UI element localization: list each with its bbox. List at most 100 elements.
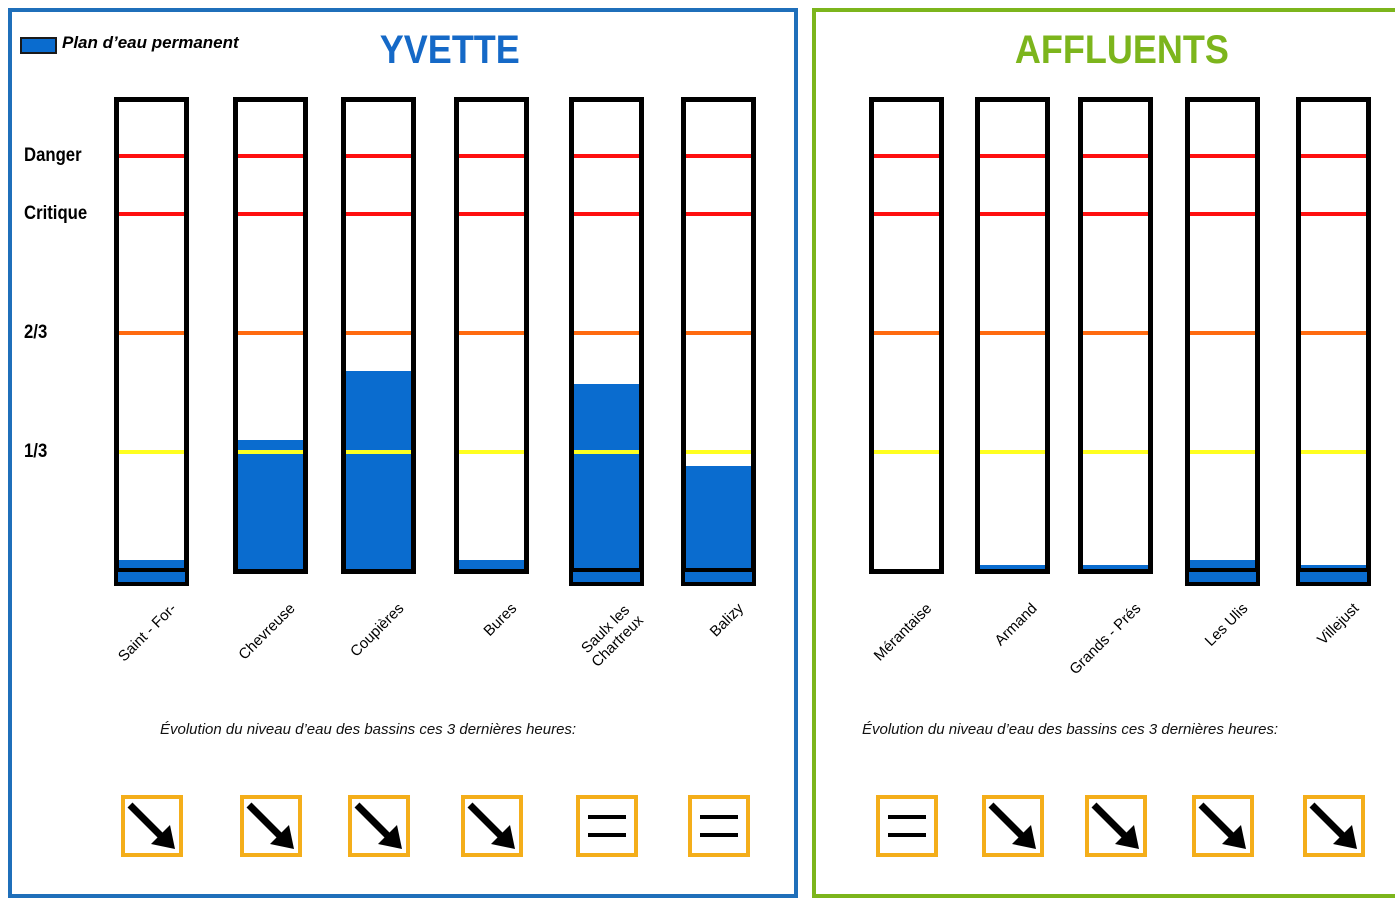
- critique-line: [235, 212, 306, 216]
- danger-line: [235, 154, 306, 158]
- basin-balizy: [681, 97, 756, 586]
- trend-saulx-les-chartreux: [575, 795, 638, 857]
- trend-les-ulis: [1191, 795, 1254, 857]
- danger-line: [977, 154, 1048, 158]
- legend-swatch: [20, 37, 57, 54]
- trend-chevreuse: [239, 795, 302, 857]
- one-third-line: [1080, 450, 1151, 454]
- one-third-line: [977, 450, 1048, 454]
- arrow-down-right-icon: [1198, 802, 1246, 849]
- two-thirds-line: [456, 331, 527, 335]
- water-level-fill: [1190, 560, 1255, 569]
- water-level-fill: [686, 465, 751, 569]
- basin-frame: [1078, 97, 1153, 574]
- basin-frame: [1296, 97, 1371, 574]
- permanent-pool: [681, 568, 756, 586]
- arrow-down-right-icon: [1309, 802, 1357, 849]
- affluents-trend-caption: Évolution du niveau d’eau des bassins ce…: [862, 721, 1279, 738]
- one-third-line: [683, 450, 754, 454]
- trend-armand: [981, 795, 1044, 857]
- permanent-pool: [114, 568, 189, 586]
- arrow-down-right-icon: [1091, 802, 1139, 849]
- level-label-critique: Critique: [24, 203, 88, 224]
- critique-line: [456, 212, 527, 216]
- critique-line: [683, 212, 754, 216]
- danger-line: [571, 154, 642, 158]
- one-third-line: [1187, 450, 1258, 454]
- basin-saint-for: [114, 97, 189, 586]
- one-third-line: [571, 450, 642, 454]
- one-third-line: [235, 450, 306, 454]
- basin-frame: [1185, 97, 1260, 574]
- one-third-line: [871, 450, 942, 454]
- water-level-fill: [238, 440, 303, 569]
- critique-line: [116, 212, 187, 216]
- two-thirds-line: [116, 331, 187, 335]
- critique-line: [1187, 212, 1258, 216]
- one-third-line: [1298, 450, 1369, 454]
- basin-frame: [233, 97, 308, 574]
- two-thirds-line: [235, 331, 306, 335]
- two-thirds-line: [871, 331, 942, 335]
- trend-saint-for: [120, 795, 183, 857]
- permanent-pool: [569, 568, 644, 586]
- two-thirds-line: [571, 331, 642, 335]
- arrow-down-right-icon: [467, 802, 515, 849]
- basin-frame: [341, 97, 416, 574]
- basin-grands-pres: [1078, 97, 1153, 574]
- level-label-one-third: 1/3: [24, 441, 48, 462]
- basin-villejust: [1296, 97, 1371, 586]
- two-thirds-line: [1187, 331, 1258, 335]
- danger-line: [116, 154, 187, 158]
- arrow-down-right-icon: [246, 802, 294, 849]
- water-level-fill: [980, 564, 1045, 569]
- danger-line: [871, 154, 942, 158]
- equals-icon: [887, 815, 926, 837]
- water-level-fill: [1083, 564, 1148, 569]
- permanent-pool: [1296, 568, 1371, 586]
- danger-line: [1080, 154, 1151, 158]
- two-thirds-line: [1080, 331, 1151, 335]
- trend-balizy: [687, 795, 750, 857]
- basin-armand: [975, 97, 1050, 574]
- equals-icon: [699, 815, 738, 837]
- level-label-danger: Danger: [24, 145, 82, 166]
- basin-les-ulis: [1185, 97, 1260, 586]
- basin-frame: [114, 97, 189, 574]
- yvette-trend-caption: Évolution du niveau d’eau des bassins ce…: [160, 721, 577, 738]
- water-level-fill: [574, 384, 639, 569]
- water-level-fill: [119, 560, 184, 569]
- critique-line: [1298, 212, 1369, 216]
- trend-villejust: [1302, 795, 1365, 857]
- basin-frame: [681, 97, 756, 574]
- affluents-title: AFFLUENTS: [1014, 28, 1229, 72]
- one-third-line: [116, 450, 187, 454]
- arrow-down-right-icon: [988, 802, 1036, 849]
- legend-label: Plan d’eau permanent: [62, 33, 239, 52]
- basin-saulx-les-chartreux: [569, 97, 644, 586]
- equals-icon: [587, 815, 626, 837]
- arrow-down-right-icon: [127, 802, 175, 849]
- critique-line: [1080, 212, 1151, 216]
- two-thirds-line: [1298, 331, 1369, 335]
- trend-merantaise: [875, 795, 938, 857]
- basin-merantaise: [869, 97, 944, 574]
- water-level-fill: [346, 371, 411, 569]
- trend-grands-pres: [1084, 795, 1147, 857]
- permanent-pool: [1185, 568, 1260, 586]
- basin-chevreuse: [233, 97, 308, 574]
- danger-line: [456, 154, 527, 158]
- critique-line: [343, 212, 414, 216]
- water-level-fill: [459, 560, 524, 569]
- two-thirds-line: [343, 331, 414, 335]
- danger-line: [1187, 154, 1258, 158]
- basin-frame: [454, 97, 529, 574]
- basin-frame: [975, 97, 1050, 574]
- danger-line: [343, 154, 414, 158]
- yvette-title: YVETTE: [379, 28, 520, 72]
- danger-line: [1298, 154, 1369, 158]
- arrow-down-right-icon: [354, 802, 402, 849]
- critique-line: [871, 212, 942, 216]
- level-label-two-thirds: 2/3: [24, 322, 48, 343]
- water-level-fill: [1301, 564, 1366, 569]
